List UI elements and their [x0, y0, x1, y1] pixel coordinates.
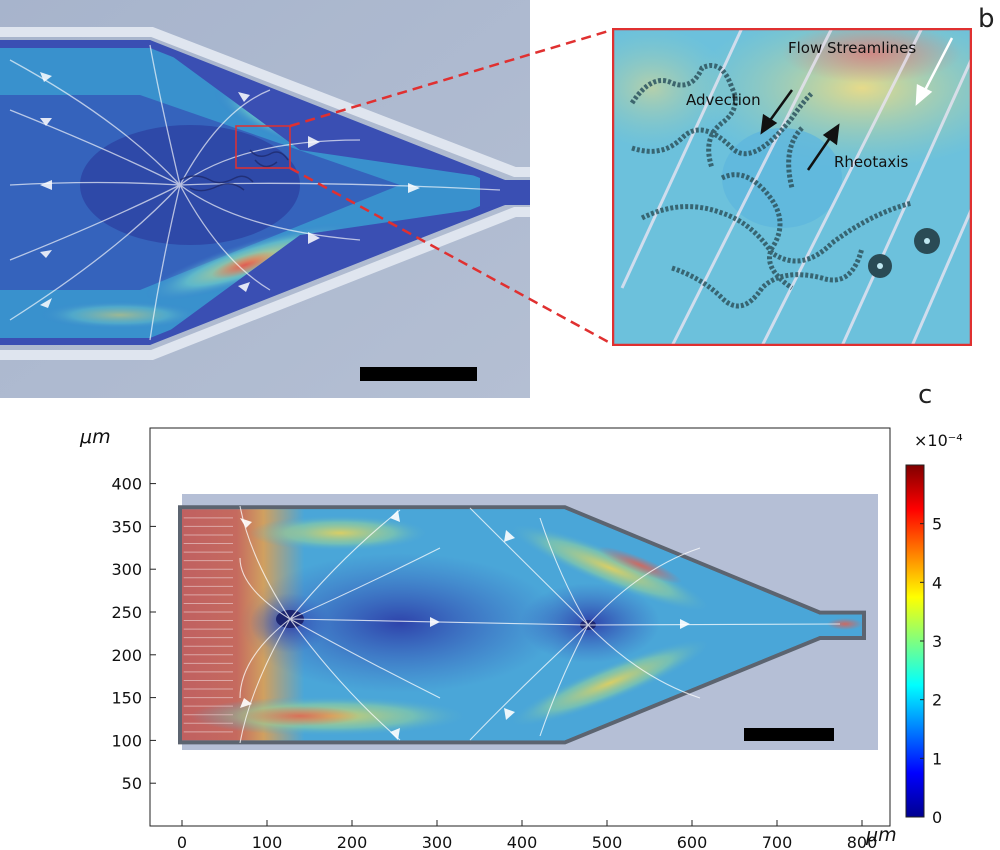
colorbar-tick-label: 1 [932, 749, 942, 768]
inset-box [235, 125, 291, 169]
streamlines [239, 505, 841, 744]
y-axis-unit: μm [79, 426, 111, 448]
y-tick-label: 250 [111, 603, 142, 622]
x-tick-label: 500 [592, 833, 623, 850]
label-rheotaxis: Rheotaxis [834, 153, 908, 171]
scale-bar-a [360, 367, 477, 381]
y-tick-label: 400 [111, 475, 142, 494]
panel-letter-c: c [918, 380, 933, 410]
inlet-streamlines [183, 517, 233, 733]
panel-letter-b: b [978, 4, 995, 34]
y-tick-label: 100 [111, 731, 142, 750]
x-tick-label: 300 [422, 833, 453, 850]
x-tick-label: 700 [762, 833, 793, 850]
inset-border [612, 28, 972, 346]
label-advection: Advection [686, 91, 761, 109]
y-tick-label: 350 [111, 517, 142, 536]
y-tick-label: 200 [111, 646, 142, 665]
panel-c-chart: 0 100 200 300 400 500 600 700 800 50100150200250… [79, 426, 963, 850]
x-tick-label: 600 [677, 833, 708, 850]
y-tick-label: 50 [122, 774, 142, 793]
colorbar-tick-label: 2 [932, 691, 942, 710]
colorbar-tick-label: 5 [932, 515, 942, 534]
colorbar-multiplier: ×10⁻⁴ [914, 431, 963, 450]
scale-bar-c [744, 728, 834, 741]
panel-a-micrograph [0, 0, 530, 398]
y-tick-label: 150 [111, 689, 142, 708]
streamline-arrowheads [240, 510, 690, 740]
colorbar-tick-label: 4 [932, 573, 942, 592]
x-tick-label: 800 [847, 833, 878, 850]
x-tick-label: 0 [177, 833, 187, 850]
label-flow-streamlines: Flow Streamlines [788, 39, 916, 57]
x-tick-label: 200 [337, 833, 368, 850]
y-tick-label: 300 [111, 560, 142, 579]
colorbar-tick-label: 0 [932, 808, 942, 827]
x-tick-label: 100 [252, 833, 283, 850]
x-tick-label: 400 [507, 833, 538, 850]
colorbar-tick-label: 3 [932, 632, 942, 651]
panel-b-inset: Flow Streamlines Advection Rheotaxis [612, 28, 972, 346]
x-axis-unit: μm [865, 824, 897, 846]
